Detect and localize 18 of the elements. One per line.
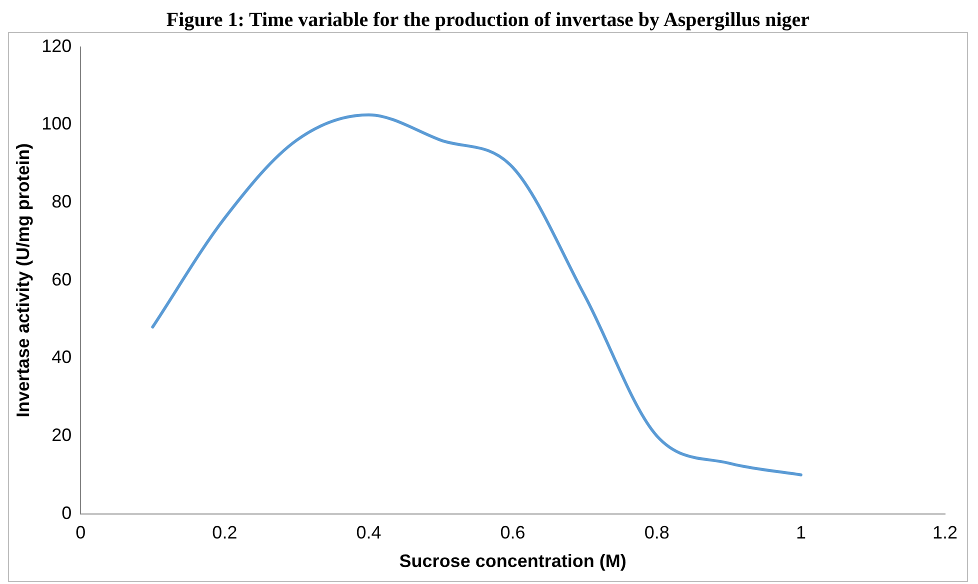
chart-title: Figure 1: Time variable for the production of invertase by Aspergillus niger bbox=[165, 8, 811, 32]
y-tick-label: 20 bbox=[52, 424, 72, 445]
y-tick-label: 80 bbox=[52, 191, 72, 212]
y-tick-label: 0 bbox=[62, 502, 72, 523]
x-tick-label: 0.6 bbox=[500, 522, 526, 543]
x-tick-label: 0.4 bbox=[356, 522, 382, 543]
x-tick-label: 0.8 bbox=[644, 522, 670, 543]
y-tick-label: 120 bbox=[42, 36, 72, 56]
y-tick-label: 60 bbox=[52, 269, 72, 290]
y-tick-label: 100 bbox=[42, 114, 72, 134]
x-tick-label: 1 bbox=[796, 522, 806, 543]
x-tick-label: 0 bbox=[76, 522, 86, 543]
line-series bbox=[151, 113, 802, 476]
y-tick-label: 40 bbox=[52, 347, 72, 368]
y-axis-title: Invertase activity (U/mg protein) bbox=[12, 143, 33, 418]
x-axis-title: Sucrose concentration (M) bbox=[399, 551, 626, 572]
x-tick-label: 1.2 bbox=[932, 522, 958, 543]
x-tick-label: 0.2 bbox=[212, 522, 238, 543]
